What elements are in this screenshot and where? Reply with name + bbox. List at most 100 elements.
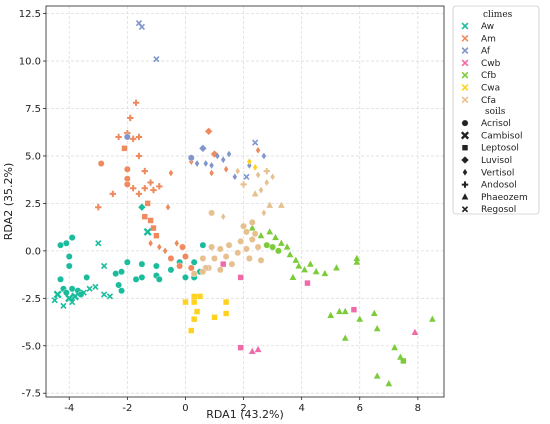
data-point — [127, 114, 134, 122]
data-point — [270, 173, 275, 181]
data-point — [95, 203, 102, 211]
data-point — [191, 293, 197, 300]
x-tick-label: -4 — [64, 403, 74, 414]
x-tick-label: 8 — [415, 403, 421, 414]
data-point — [400, 358, 407, 364]
data-point — [123, 181, 131, 188]
data-point — [429, 315, 436, 322]
legend-label-andosol: Andosol — [481, 181, 517, 191]
data-point — [203, 160, 209, 167]
data-point — [106, 293, 114, 300]
data-point — [182, 253, 189, 260]
legend-marker-phaeozem — [461, 193, 469, 200]
data-point — [176, 262, 184, 270]
data-point — [373, 324, 381, 332]
legend-label-cfa: Cfa — [481, 96, 496, 106]
data-point — [147, 217, 154, 224]
data-point — [289, 273, 297, 280]
data-point — [199, 241, 207, 249]
data-point — [356, 315, 364, 322]
data-point — [71, 292, 80, 301]
legend-marker-cwb — [461, 59, 469, 67]
legend-marker-vertisol — [462, 168, 468, 176]
data-point — [327, 311, 335, 318]
data-point — [123, 258, 131, 266]
data-point — [150, 225, 157, 231]
data-point — [118, 268, 125, 276]
data-point — [286, 250, 294, 258]
legend-marker-cfa — [461, 96, 469, 104]
legend: climes soils Aw Am Af Cwb Cfb Cwa Cfa Acrisol Ca… — [452, 5, 540, 215]
data-point — [336, 307, 343, 315]
data-point — [264, 179, 270, 186]
data-point — [147, 179, 154, 186]
data-point — [205, 127, 213, 135]
data-point — [199, 144, 207, 153]
data-point — [373, 372, 381, 379]
data-point — [194, 308, 200, 315]
data-point — [167, 255, 175, 262]
y-tick-label: 12.5 — [19, 9, 41, 20]
data-point — [190, 270, 198, 278]
data-point — [123, 175, 131, 183]
data-point — [53, 290, 62, 299]
data-point — [83, 274, 91, 281]
data-point — [121, 145, 128, 152]
data-point — [216, 245, 224, 253]
legend-label-vertisol: Vertisol — [481, 168, 514, 178]
data-point — [211, 255, 218, 262]
data-point — [397, 353, 404, 360]
legend-marker-andosol — [461, 181, 469, 188]
x-tick-label: 6 — [357, 403, 363, 414]
y-tick-label: 7.5 — [25, 104, 41, 115]
data-point — [223, 310, 229, 317]
data-point — [51, 297, 58, 304]
data-point — [216, 266, 224, 274]
x-tick-label: 4 — [298, 403, 304, 414]
data-point — [223, 165, 229, 173]
data-point — [187, 154, 195, 162]
data-point — [135, 152, 143, 160]
data-point — [237, 237, 245, 245]
y-axis-ticks: -7.5 -5.0 -2.5 0.0 2.5 5.0 7.5 10.0 12.5 — [19, 9, 46, 400]
data-point — [234, 249, 242, 257]
legend-marker-cfb — [461, 71, 469, 79]
data-point — [129, 185, 137, 192]
legend-marker-acrisol — [461, 119, 469, 127]
data-point — [138, 274, 146, 281]
x-axis-label: RDA1 (43.2%) — [206, 408, 283, 421]
legend-box — [452, 5, 540, 215]
legend-label-aw: Aw — [481, 22, 494, 32]
data-point — [258, 186, 264, 194]
data-point — [257, 256, 265, 264]
data-point — [248, 224, 256, 231]
y-tick-label: 10.0 — [19, 57, 41, 68]
data-point — [254, 243, 262, 251]
y-tick-label: -2.5 — [21, 294, 41, 305]
data-point — [179, 243, 186, 251]
data-point — [95, 240, 102, 247]
legend-label-acrisol: Acrisol — [481, 119, 511, 129]
data-point — [65, 253, 73, 260]
data-point — [138, 23, 145, 31]
x-axis-ticks: -4 -2 0 2 4 6 8 — [64, 397, 421, 414]
data-point — [57, 241, 64, 249]
data-points — [51, 19, 436, 387]
data-point — [333, 264, 340, 271]
data-point — [228, 260, 236, 268]
data-point — [209, 169, 214, 177]
y-tick-label: 2.5 — [25, 199, 41, 210]
data-point — [247, 158, 252, 166]
legend-marker-af — [461, 47, 469, 55]
legend-label-cwb: Cwb — [481, 59, 501, 69]
data-point — [68, 285, 76, 293]
legend-marker-luvisol — [461, 156, 469, 164]
data-point — [141, 185, 148, 192]
data-point — [243, 173, 250, 180]
data-point — [210, 150, 219, 158]
data-point — [243, 245, 250, 253]
data-point — [266, 228, 274, 235]
data-point — [191, 299, 197, 305]
plot-frame — [45, 5, 445, 398]
legend-label-leptosol: Leptosol — [481, 144, 519, 154]
